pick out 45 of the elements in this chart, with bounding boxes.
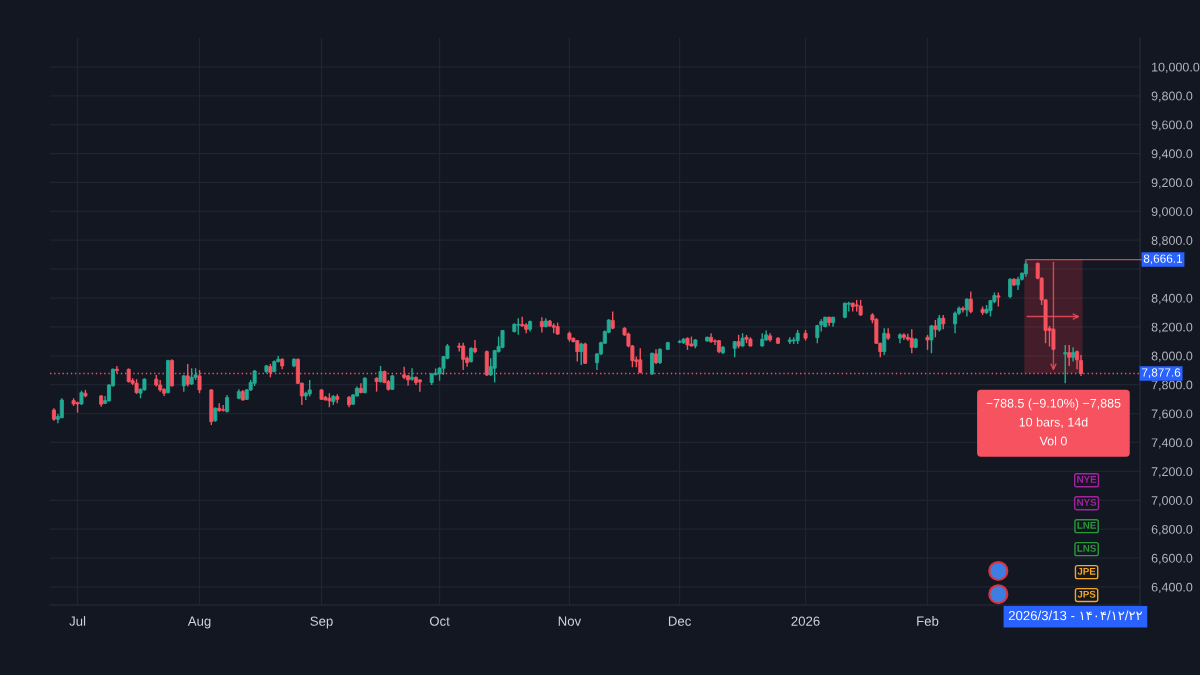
y-tick-label: 7,400.0 (1151, 438, 1193, 449)
y-tick-label: 6,800.0 (1151, 524, 1193, 536)
annotation: JPE (1077, 567, 1096, 575)
ref-line-label: 7,877.6 (1141, 368, 1181, 379)
annotation: LNS (1077, 544, 1096, 552)
candlestick (1071, 346, 1076, 363)
candlestick (472, 339, 477, 354)
y-tick-label: 9,000.0 (1151, 207, 1193, 218)
candlestick (417, 378, 422, 393)
y-tick-label: 8,000.0 (1151, 351, 1193, 362)
annotation: −788.5 (−9.10%) −7,885 10 bars, 14d Vol 0 (986, 398, 1121, 446)
y-tick-label: 8,200.0 (1151, 322, 1193, 334)
x-tick-label: 2026 (791, 616, 820, 626)
candlestick (221, 404, 226, 413)
y-tick-label: 7,000.0 (1151, 496, 1193, 507)
y-tick-label: 7,600.0 (1151, 409, 1193, 420)
x-tick-label: Oct (429, 616, 450, 626)
annotation: 8,666.1 (1143, 254, 1183, 265)
candlestick (539, 316, 544, 334)
text: 2026/3/13 - ۱۴۰۴/۱۲/۲۲ (1008, 610, 1143, 621)
y-tick-label: 8,800.0 (1151, 236, 1193, 247)
y-tick-label: 9,800.0 (1151, 91, 1193, 102)
y-tick-label: 8,400.0 (1151, 293, 1193, 305)
y-tick-label: 6,400.0 (1151, 582, 1193, 594)
x-tick-label: Aug (187, 616, 211, 629)
y-tick-label: 7,200.0 (1151, 467, 1193, 478)
annotation: LNE (1077, 522, 1096, 529)
y-tick-label: 9,200.0 (1151, 178, 1193, 189)
x-tick-label: Sep (310, 616, 333, 629)
y-tick-label: 9,600.0 (1151, 120, 1193, 131)
candlestick (968, 290, 973, 314)
candlestick (953, 310, 958, 334)
candlestick (410, 367, 415, 382)
x-tick-label: Jul (69, 616, 86, 626)
x-tick-label: Dec (668, 616, 691, 626)
y-tick-label: 7,800.0 (1151, 380, 1193, 391)
annotation: NYE (1077, 476, 1097, 483)
y-tick-label: 9,400.0 (1151, 149, 1193, 160)
annotation: JPS (1077, 590, 1096, 598)
x-tick-label: Feb (917, 616, 939, 626)
y-tick-label: 6,600.0 (1151, 553, 1193, 565)
y-tick-label: 10,000.0 (1152, 62, 1200, 74)
x-tick-label: Nov (558, 616, 582, 626)
annotation: NYS (1077, 498, 1097, 506)
candlestick (929, 324, 934, 354)
